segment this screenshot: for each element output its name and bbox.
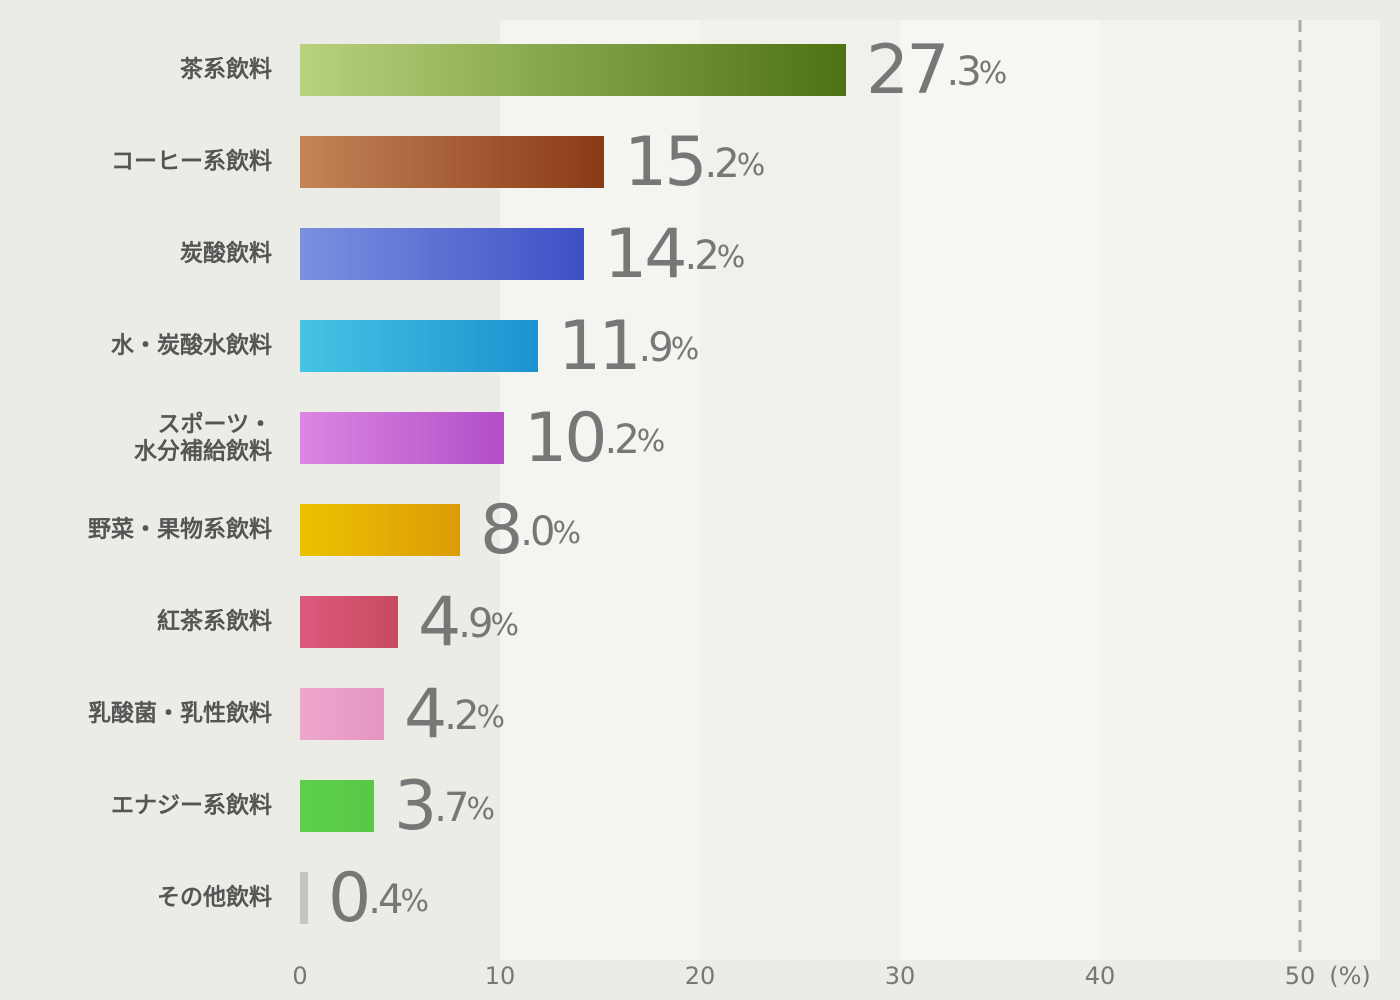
x-tick-label: 40 — [1085, 962, 1116, 990]
category-label: その他飲料 — [157, 884, 272, 911]
value-label: 14.2% — [604, 215, 744, 294]
value-label: 10.2% — [524, 399, 664, 478]
value-label: 4.2% — [404, 675, 503, 754]
bar — [300, 688, 384, 740]
category-label: 水・炭酸水飲料 — [111, 332, 272, 359]
bar — [300, 412, 504, 464]
bar — [300, 504, 460, 556]
band — [700, 20, 900, 960]
bar — [300, 136, 604, 188]
band — [900, 20, 1100, 960]
value-label: 27.3% — [866, 31, 1006, 110]
category-label: 野菜・果物系飲料 — [88, 516, 272, 543]
category-label: 紅茶系飲料 — [157, 608, 272, 635]
bar — [300, 596, 398, 648]
category-label: コーヒー系飲料 — [111, 148, 272, 175]
bar — [300, 228, 584, 280]
category-label: スポーツ・水分補給飲料 — [134, 410, 272, 464]
x-tick-label: 0 — [292, 962, 307, 990]
category-label: 乳酸菌・乳性飲料 — [88, 700, 272, 727]
category-label: 炭酸飲料 — [180, 240, 272, 267]
value-label: 8.0% — [480, 491, 579, 570]
bar — [300, 44, 846, 96]
x-tick-label: 10 — [485, 962, 516, 990]
value-label: 15.2% — [624, 123, 764, 202]
value-label: 0.4% — [328, 859, 427, 938]
x-tick-label: 50 — [1285, 962, 1316, 990]
category-label: エナジー系飲料 — [111, 792, 272, 819]
category-label: 茶系飲料 — [180, 56, 272, 83]
value-label: 4.9% — [418, 583, 517, 662]
value-label: 3.7% — [394, 767, 493, 846]
x-axis-label: (%) — [1329, 962, 1371, 990]
x-tick-label: 30 — [885, 962, 916, 990]
bar — [300, 872, 308, 924]
band — [1100, 20, 1380, 960]
bar — [300, 780, 374, 832]
x-tick-label: 20 — [685, 962, 716, 990]
bar — [300, 320, 538, 372]
value-label: 11.9% — [558, 307, 698, 386]
